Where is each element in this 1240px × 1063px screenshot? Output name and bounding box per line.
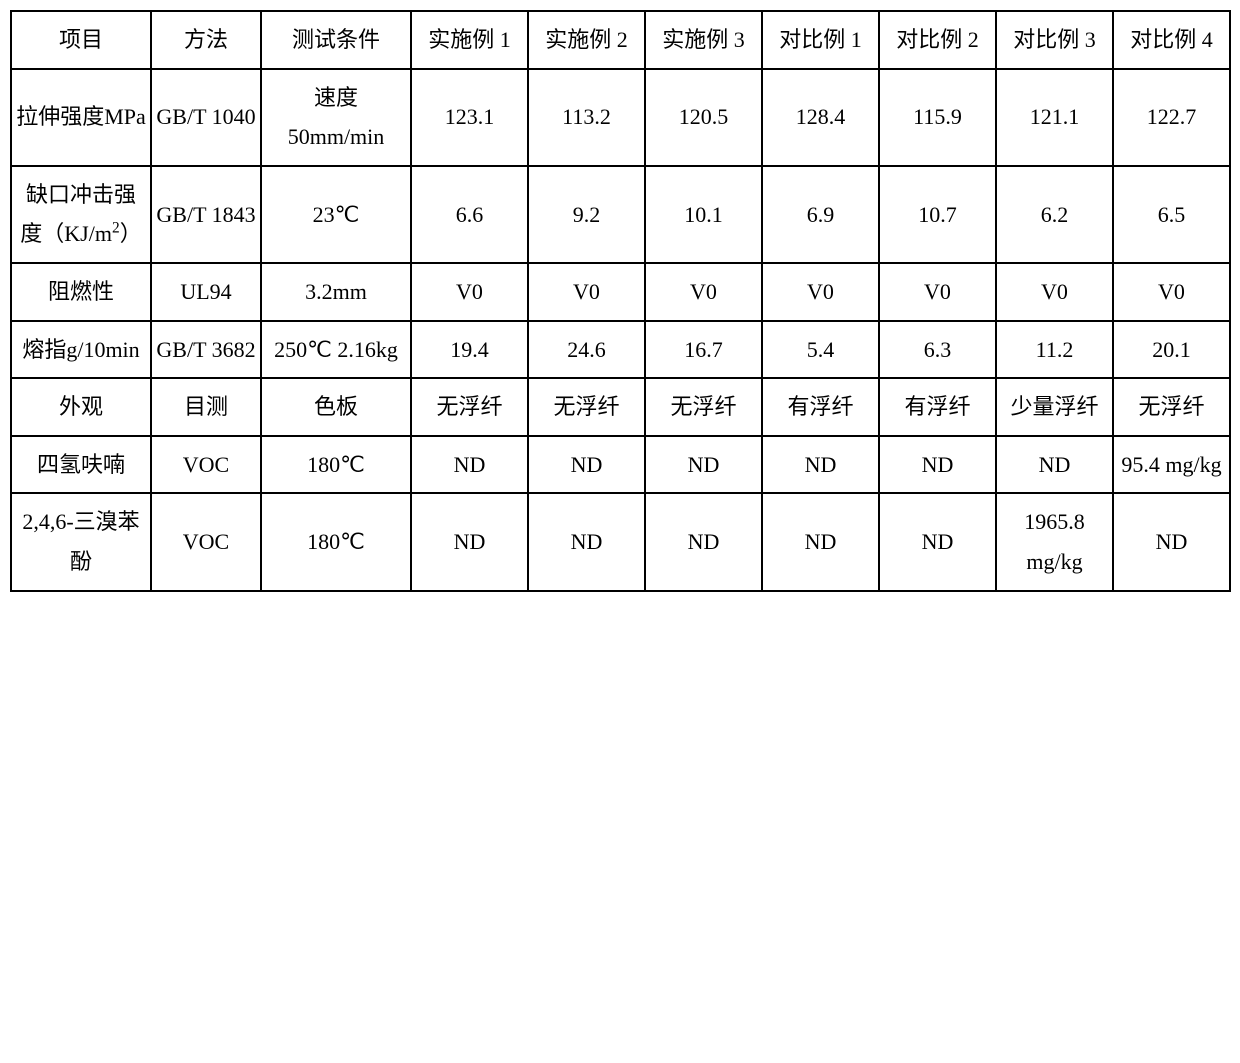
cell-cmp2: 有浮纤 (879, 378, 996, 436)
cell-ex3: V0 (645, 263, 762, 321)
cell-item: 熔指g/10min (11, 321, 151, 379)
cell-cmp2: ND (879, 493, 996, 590)
header-ex3: 实施例 3 (645, 11, 762, 69)
cell-item: 缺口冲击强度（KJ/m2） (11, 166, 151, 263)
cell-cmp3: 121.1 (996, 69, 1113, 166)
cell-cmp3: ND (996, 436, 1113, 494)
cell-cmp4: 无浮纤 (1113, 378, 1230, 436)
cell-cmp4: 122.7 (1113, 69, 1230, 166)
cell-method: VOC (151, 493, 261, 590)
cell-method: VOC (151, 436, 261, 494)
cell-condition: 250℃ 2.16kg (261, 321, 411, 379)
cell-ex2: 无浮纤 (528, 378, 645, 436)
cell-method: UL94 (151, 263, 261, 321)
cell-cmp1: V0 (762, 263, 879, 321)
header-cmp3: 对比例 3 (996, 11, 1113, 69)
header-cmp2: 对比例 2 (879, 11, 996, 69)
cell-item: 拉伸强度MPa (11, 69, 151, 166)
cell-cmp4: 6.5 (1113, 166, 1230, 263)
cell-cmp3: V0 (996, 263, 1113, 321)
table-row: 2,4,6-三溴苯酚VOC180℃NDNDNDNDND1965.8 mg/kgN… (11, 493, 1230, 590)
cell-ex3: 无浮纤 (645, 378, 762, 436)
cell-ex3: ND (645, 493, 762, 590)
cell-cmp4: 20.1 (1113, 321, 1230, 379)
cell-ex1: 无浮纤 (411, 378, 528, 436)
cell-ex2: V0 (528, 263, 645, 321)
cell-ex2: 9.2 (528, 166, 645, 263)
cell-cmp1: ND (762, 436, 879, 494)
table-header-row: 项目 方法 测试条件 实施例 1 实施例 2 实施例 3 对比例 1 对比例 2… (11, 11, 1230, 69)
cell-condition: 速度50mm/min (261, 69, 411, 166)
cell-cmp3: 少量浮纤 (996, 378, 1113, 436)
header-item: 项目 (11, 11, 151, 69)
cell-item: 四氢呋喃 (11, 436, 151, 494)
cell-cmp2: 115.9 (879, 69, 996, 166)
cell-ex2: ND (528, 493, 645, 590)
cell-item: 2,4,6-三溴苯酚 (11, 493, 151, 590)
cell-ex1: ND (411, 436, 528, 494)
header-ex1: 实施例 1 (411, 11, 528, 69)
cell-cmp1: 5.4 (762, 321, 879, 379)
cell-cmp3: 6.2 (996, 166, 1113, 263)
cell-condition: 色板 (261, 378, 411, 436)
cell-ex2: 24.6 (528, 321, 645, 379)
cell-cmp1: ND (762, 493, 879, 590)
cell-condition: 180℃ (261, 493, 411, 590)
cell-ex1: 19.4 (411, 321, 528, 379)
data-table: 项目 方法 测试条件 实施例 1 实施例 2 实施例 3 对比例 1 对比例 2… (10, 10, 1231, 592)
cell-cmp1: 128.4 (762, 69, 879, 166)
cell-method: GB/T 1843 (151, 166, 261, 263)
cell-ex2: 113.2 (528, 69, 645, 166)
table-row: 熔指g/10minGB/T 3682250℃ 2.16kg19.424.616.… (11, 321, 1230, 379)
cell-ex1: V0 (411, 263, 528, 321)
header-ex2: 实施例 2 (528, 11, 645, 69)
cell-ex1: 6.6 (411, 166, 528, 263)
cell-condition: 3.2mm (261, 263, 411, 321)
table-row: 四氢呋喃VOC180℃NDNDNDNDNDND95.4 mg/kg (11, 436, 1230, 494)
cell-cmp1: 6.9 (762, 166, 879, 263)
cell-cmp4: 95.4 mg/kg (1113, 436, 1230, 494)
header-cmp1: 对比例 1 (762, 11, 879, 69)
table-row: 阻燃性UL943.2mmV0V0V0V0V0V0V0 (11, 263, 1230, 321)
header-cmp4: 对比例 4 (1113, 11, 1230, 69)
header-method: 方法 (151, 11, 261, 69)
cell-method: 目测 (151, 378, 261, 436)
cell-ex1: 123.1 (411, 69, 528, 166)
cell-ex3: 120.5 (645, 69, 762, 166)
cell-ex3: 10.1 (645, 166, 762, 263)
table-row: 缺口冲击强度（KJ/m2）GB/T 184323℃6.69.210.16.910… (11, 166, 1230, 263)
cell-cmp2: 6.3 (879, 321, 996, 379)
table-row: 拉伸强度MPaGB/T 1040速度50mm/min123.1113.2120.… (11, 69, 1230, 166)
cell-cmp4: V0 (1113, 263, 1230, 321)
cell-cmp1: 有浮纤 (762, 378, 879, 436)
cell-cmp4: ND (1113, 493, 1230, 590)
cell-item: 外观 (11, 378, 151, 436)
cell-method: GB/T 1040 (151, 69, 261, 166)
cell-method: GB/T 3682 (151, 321, 261, 379)
cell-item: 阻燃性 (11, 263, 151, 321)
cell-ex3: 16.7 (645, 321, 762, 379)
cell-cmp2: ND (879, 436, 996, 494)
table-body: 项目 方法 测试条件 实施例 1 实施例 2 实施例 3 对比例 1 对比例 2… (11, 11, 1230, 591)
table-row: 外观目测色板无浮纤无浮纤无浮纤有浮纤有浮纤少量浮纤无浮纤 (11, 378, 1230, 436)
cell-cmp3: 1965.8 mg/kg (996, 493, 1113, 590)
cell-ex2: ND (528, 436, 645, 494)
header-condition: 测试条件 (261, 11, 411, 69)
cell-cmp2: V0 (879, 263, 996, 321)
cell-condition: 180℃ (261, 436, 411, 494)
cell-ex1: ND (411, 493, 528, 590)
cell-cmp2: 10.7 (879, 166, 996, 263)
cell-cmp3: 11.2 (996, 321, 1113, 379)
cell-condition: 23℃ (261, 166, 411, 263)
cell-ex3: ND (645, 436, 762, 494)
